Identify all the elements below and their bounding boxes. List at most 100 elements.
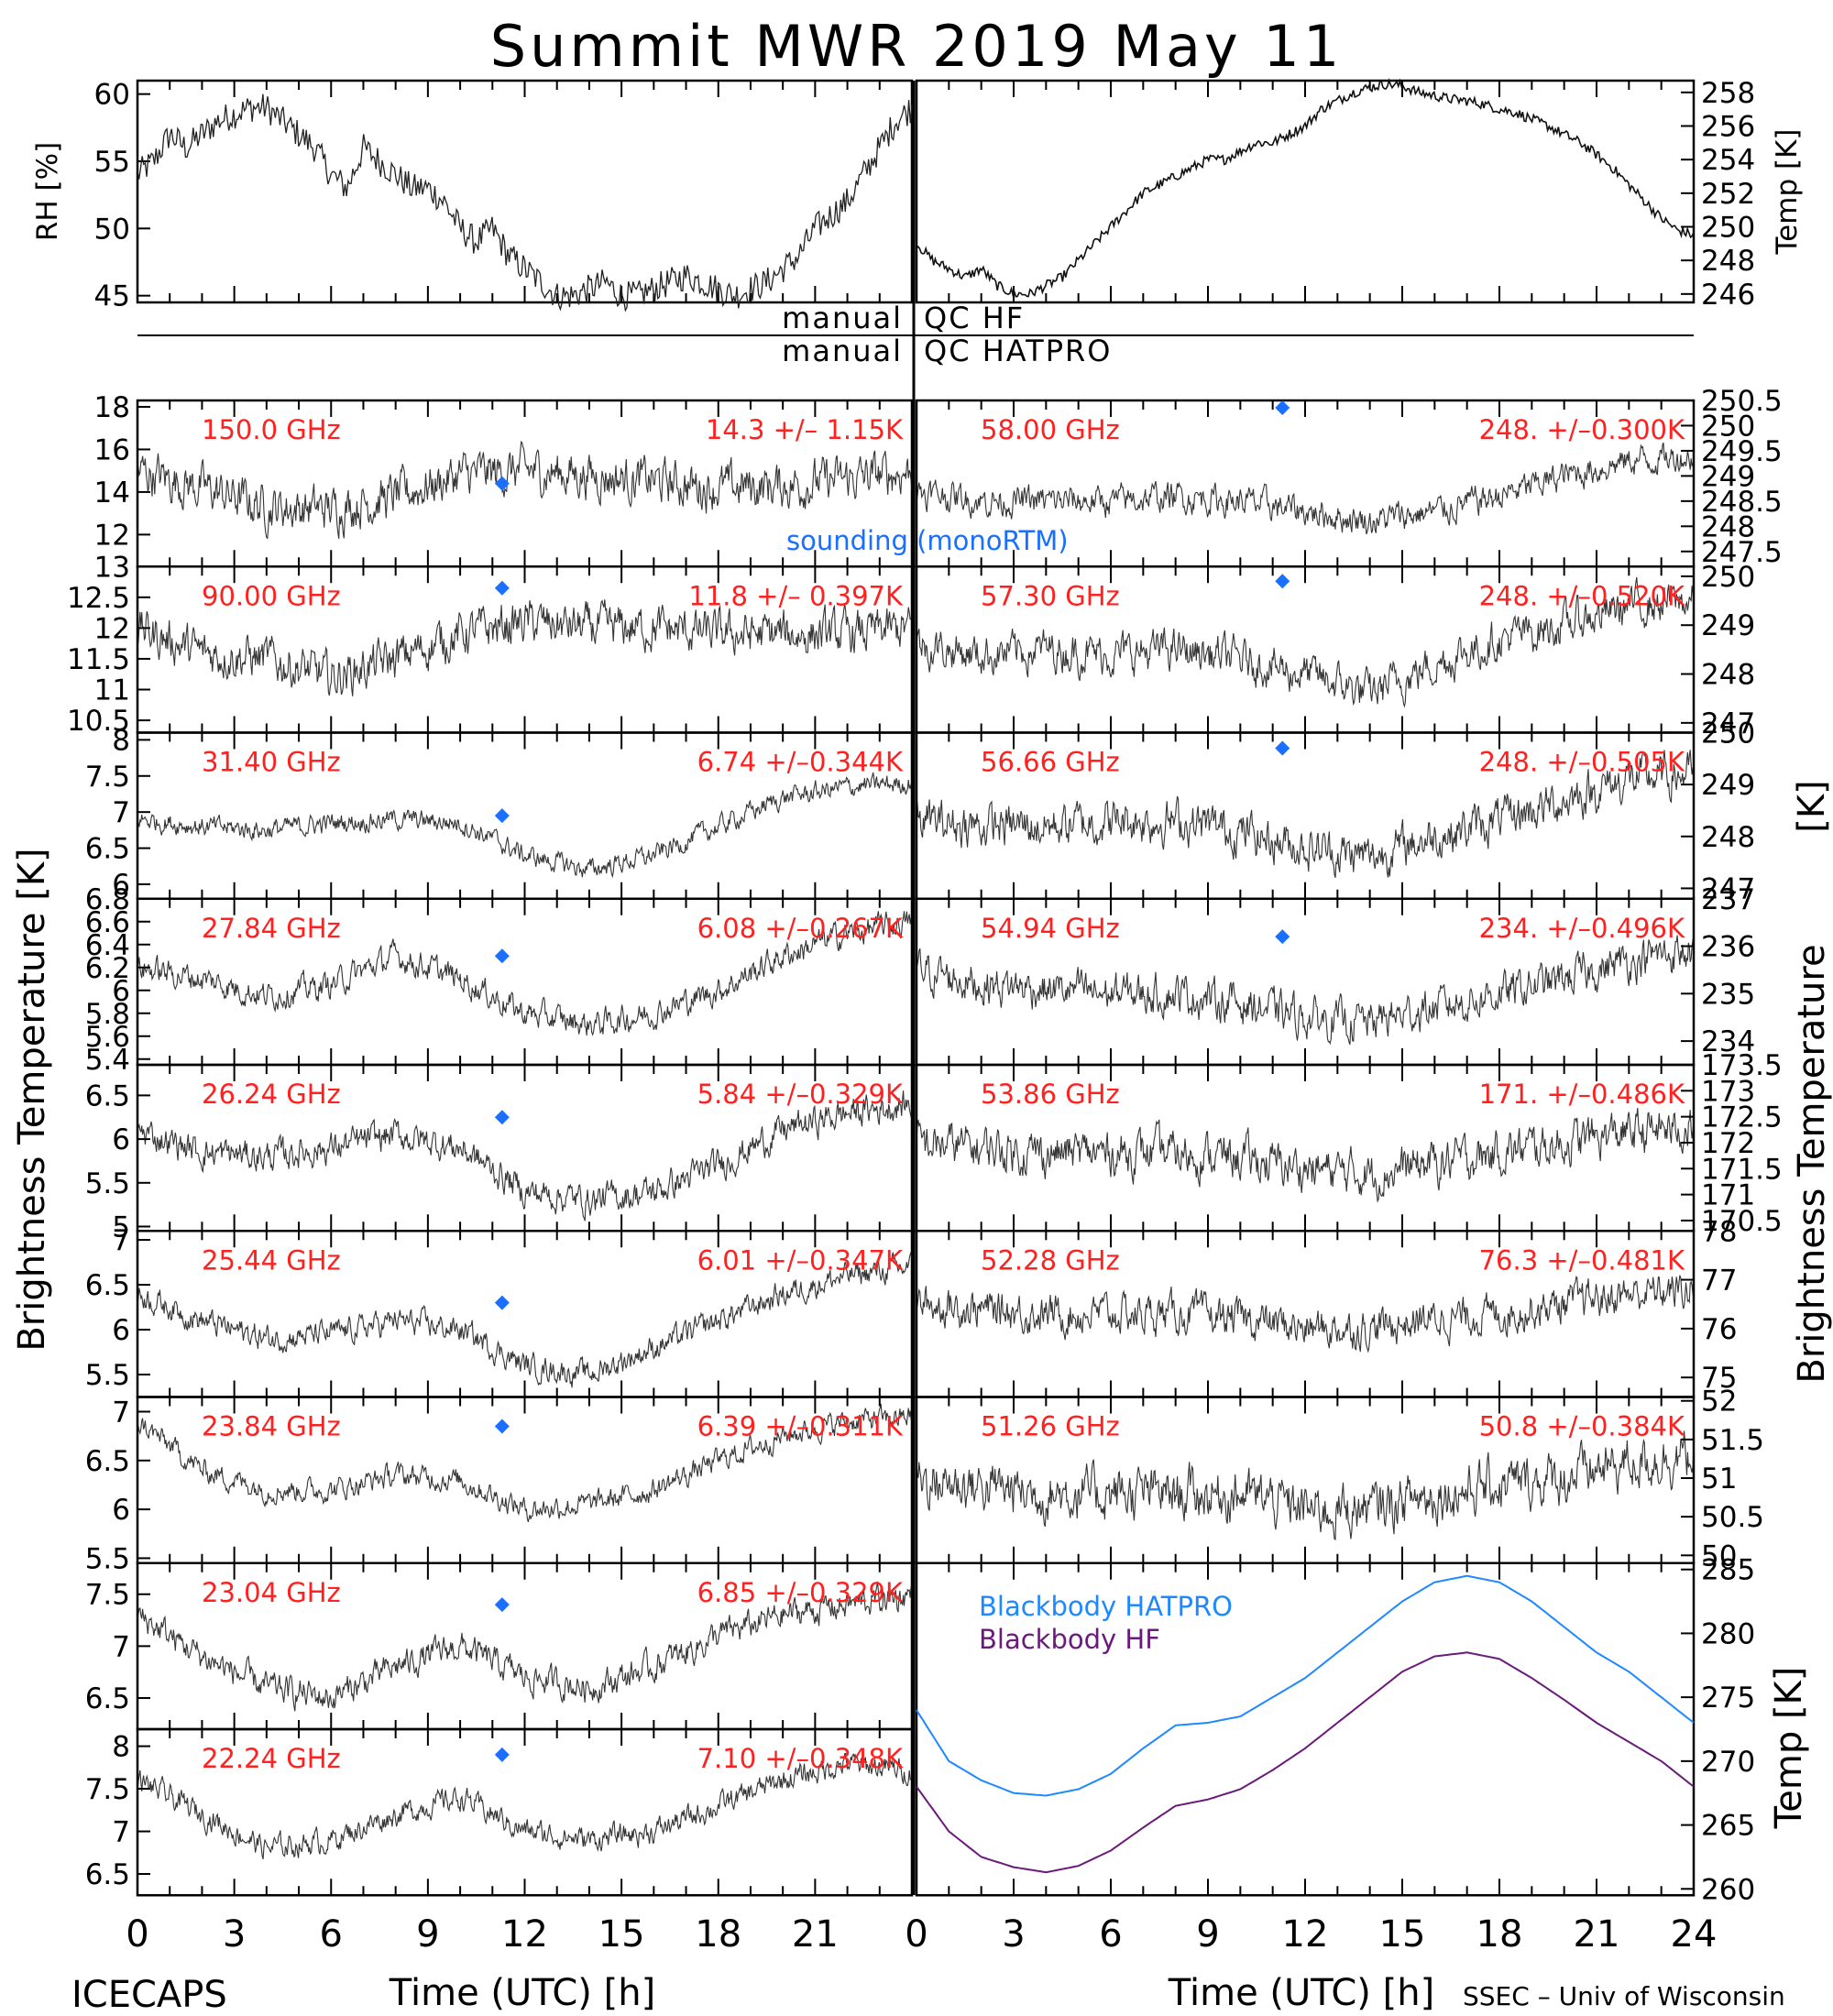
left-y-axis-label: Brightness Temperature [K]: [11, 848, 53, 1351]
y-tick-label: 265: [1701, 1810, 1755, 1843]
y-tick-label: 12: [94, 519, 130, 552]
y-tick-label: 12.5: [67, 582, 130, 615]
data-series-ch57: [916, 576, 1695, 708]
panel-ch26: 5 5.5 6 6.5 26.24 GHz 5.84 +/–0.329K: [85, 1063, 914, 1244]
data-series-ch52: [916, 1275, 1695, 1353]
x-tick-label: 21: [1574, 1913, 1620, 1956]
y-tick-label: 170.5: [1701, 1205, 1783, 1238]
y-tick-label: 78: [1701, 1215, 1737, 1248]
stat-label-ch52: 76.3 +/–0.481K: [1479, 1244, 1685, 1276]
y-tick-label: 6: [112, 869, 130, 902]
y-tick-label: 8: [112, 724, 130, 757]
y-tick-label: 248.5: [1701, 486, 1783, 519]
x-tick-label: 0: [905, 1913, 927, 1956]
y-tick-label: 6: [112, 1314, 130, 1347]
y-tick-label: 249: [1701, 460, 1755, 493]
y-tick-label: 5.4: [85, 1044, 130, 1077]
x-tick-label: 18: [695, 1913, 741, 1956]
credit-icecaps: ICECAPS: [71, 1974, 227, 2016]
y-tick-label: 254: [1701, 144, 1755, 177]
x-tick-label: 9: [1196, 1913, 1219, 1956]
y-tick-label: 280: [1701, 1617, 1755, 1650]
y-tick-label: 77: [1701, 1265, 1737, 1298]
y-tick-label: 247: [1701, 707, 1755, 740]
y-tick-label: 250: [1701, 212, 1755, 245]
x-tick-label: 15: [1379, 1913, 1426, 1956]
panel-ch51: 50 50.5 51 51.5 52 51.26 GHz 50.8 +/–0.384K: [915, 1386, 1764, 1572]
y-tick-label: 250.5: [1701, 385, 1783, 418]
y-tick-label: 5: [112, 1211, 130, 1244]
stat-label-ch56: 248. +/–0.505K: [1479, 747, 1685, 778]
panel-ch150: 12 14 16 18 150.0 GHz 14.3 +/– 1.15K: [94, 391, 914, 568]
panel-ch22: 6.5 7 7.5 8 22.24 GHz 7.10 +/–0.348K: [85, 1727, 914, 1897]
y-tick-label: 248: [1701, 821, 1755, 854]
y-tick-label: 13: [94, 551, 130, 584]
stat-label-ch90: 11.8 +/– 0.397K: [688, 580, 904, 611]
data-series-ch90: [137, 599, 913, 696]
stat-label-ch51: 50.8 +/–0.384K: [1479, 1411, 1685, 1442]
panel-ch23_04: 6.5 7 7.5 23.04 GHz 6.85 +/–0.329K: [85, 1561, 914, 1731]
y-tick-label: 18: [94, 391, 130, 424]
y-tick-label: 6.6: [85, 906, 130, 939]
y-tick-label: 11: [94, 674, 130, 707]
y-tick-label: 235: [1701, 978, 1755, 1011]
y-tick-label: 6.5: [85, 1682, 130, 1715]
y-tick-label: 50: [94, 213, 130, 246]
legend-blackbody-hatpro: Blackbody HATPRO: [979, 1591, 1233, 1622]
blackbody-axis-label: Temp [K]: [1768, 1667, 1810, 1830]
sounding-marker: [1275, 400, 1290, 415]
y-tick-label: 6: [112, 1494, 130, 1527]
x-tick-label: 6: [1099, 1913, 1122, 1956]
y-tick-label: 7: [112, 1224, 130, 1257]
freq-label-ch31: 31.40 GHz: [202, 747, 341, 778]
stat-label-ch23_04: 6.85 +/–0.329K: [697, 1577, 904, 1608]
freq-label-ch22: 22.24 GHz: [202, 1743, 341, 1774]
y-tick-label: 252: [1701, 178, 1755, 211]
y-tick-label: 249.5: [1701, 435, 1783, 468]
rh-axis-label: RH [%]: [31, 142, 64, 241]
y-tick-label: 250: [1701, 410, 1755, 443]
x-tick-labels: 0 3 6 9 12 15 18 21 0 3 6 9 12 15 18 21 24: [126, 1913, 1717, 1956]
data-series-ch25: [137, 1252, 913, 1388]
y-tick-label: 7.5: [85, 1773, 130, 1806]
data-series-ch31: [137, 772, 913, 879]
sounding-marker: [494, 1419, 510, 1434]
data-series-ch58: [916, 442, 1695, 535]
temp-axis-label: Temp [K]: [1771, 129, 1804, 256]
y-tick-label: 11.5: [67, 643, 130, 676]
freq-label-ch25: 25.44 GHz: [202, 1244, 341, 1276]
y-tick-label: 16: [94, 433, 130, 466]
y-tick-label: 6.8: [85, 883, 130, 916]
panel-ch52: 75 76 77 78 52.28 GHz 76.3 +/–0.481K: [915, 1215, 1737, 1398]
y-tick-label: 249: [1701, 609, 1755, 642]
data-series-ch56: [916, 750, 1695, 879]
y-tick-label: 173.5: [1701, 1049, 1783, 1082]
sounding-marker: [1275, 929, 1290, 945]
y-tick-label: 260: [1701, 1873, 1755, 1906]
qc-hatpro-manual: manual: [782, 334, 903, 368]
panel-ch54: 234 235 236 237 54.94 GHz 234. +/–0.496K: [915, 883, 1755, 1067]
sounding-marker: [494, 808, 510, 824]
y-tick-label: 258: [1701, 77, 1755, 110]
y-tick-label: 270: [1701, 1746, 1755, 1779]
y-tick-label: 5.8: [85, 998, 130, 1031]
y-tick-label: 248: [1701, 659, 1755, 692]
credit-ssec: SSEC – Univ of Wisconsin: [1463, 1981, 1785, 2011]
data-series-ch53: [916, 1108, 1695, 1203]
y-tick-label: 51: [1701, 1463, 1737, 1496]
sounding-marker: [494, 580, 510, 596]
stat-label-ch26: 5.84 +/–0.329K: [697, 1079, 904, 1110]
freq-label-ch58: 58.00 GHz: [981, 414, 1120, 445]
sounding-marker: [494, 948, 510, 964]
y-tick-label: 7: [112, 1396, 130, 1429]
stat-label-ch58: 248. +/–0.300K: [1479, 414, 1685, 445]
stat-label-ch31: 6.74 +/–0.344K: [697, 747, 904, 778]
x-tick-label: 15: [598, 1913, 645, 1956]
panel-rh: 45 50 55 60 RH [%]: [31, 79, 914, 313]
freq-label-ch23_04: 23.04 GHz: [202, 1577, 341, 1608]
freq-label-ch90: 90.00 GHz: [202, 580, 341, 611]
y-tick-label: 275: [1701, 1682, 1755, 1715]
sounding-marker: [1275, 574, 1290, 589]
